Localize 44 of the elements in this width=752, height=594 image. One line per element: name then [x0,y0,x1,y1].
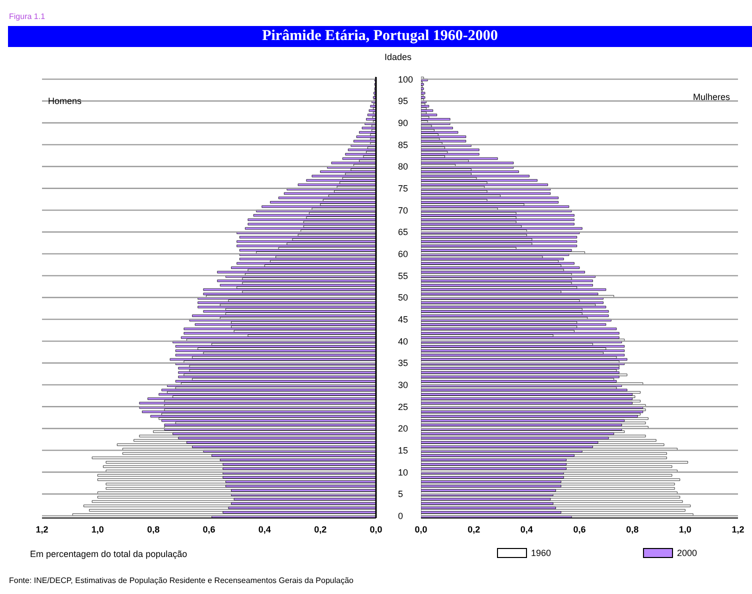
annotation: Homens [48,96,82,106]
text: Figura 1.1 [9,12,46,21]
x-tick-label: 0,0 [370,524,382,534]
y-tick-label: 20 [398,424,408,434]
legend-label: 2000 [677,548,698,558]
x-tick-label: 1,2 [732,524,744,534]
x-tick-label: 0,6 [573,524,586,534]
x-tick-label: 1,2 [36,524,48,534]
y-tick-label: 45 [398,314,408,325]
y-tick-label: 0 [398,511,404,522]
y-tick-label: 80 [398,162,408,172]
y-tick-label: 15 [398,446,408,456]
y-tick-label: 35 [398,358,408,368]
y-tick-label: 30 [398,380,408,390]
annotation: Mulheres [693,92,730,102]
x-tick-label: 0,0 [414,524,428,534]
y-tick-label: 55 [398,270,408,281]
x-tick-label: 0,8 [147,524,160,534]
y-tick-label: 40 [398,336,408,346]
y-tick-label: 10 [398,467,408,478]
y-axis-title: Idades [383,52,413,62]
x-tick-label: 0,8 [626,524,639,534]
y-tick-label: 75 [398,184,408,194]
y-tick-label: 5 [398,489,404,500]
y-tick-label: 70 [398,205,408,216]
x-tick-label: 0,2 [468,524,480,534]
x-tick-label: 1,0 [678,524,692,534]
y-tick-label: 25 [398,402,408,412]
y-tick-label: 100 [398,74,414,84]
y-tick-label: 60 [398,249,408,260]
y-tick-label: 50 [398,292,408,303]
y-tick-label: 85 [398,140,408,150]
y-tick-label: 95 [398,96,408,106]
x-axis-title: Em percentagem do total da população [30,549,188,559]
x-tick-label: 0,4 [520,524,533,534]
x-tick-label: 0,6 [202,524,216,534]
y-tick-label: 65 [398,227,408,238]
x-tick-label: 1,0 [91,524,104,534]
x-tick-label: 0,4 [258,524,271,534]
y-tick-label: 90 [398,118,408,128]
source-note: Fonte: INE/DECP, Estimativas de População Residente e Recenseamentos Gerais da População [9,576,354,585]
legend-label: 1960 [531,548,552,558]
chart-title: Pirâmide Etária, Portugal 1960-2000 [8,26,752,47]
x-tick-label: 0,2 [314,524,327,534]
